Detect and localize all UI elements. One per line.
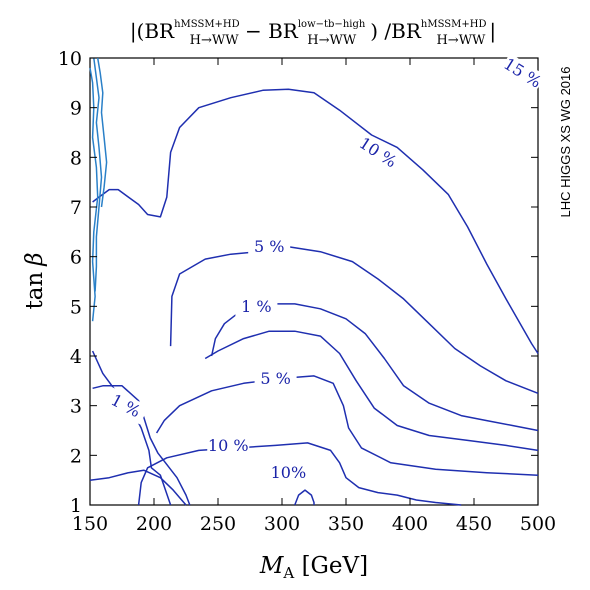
- y-axis-label-greek: β: [22, 252, 48, 266]
- contour-label-bg-5: [102, 386, 150, 425]
- contour-label-1: 10 %: [356, 133, 400, 171]
- y-tick-label-1: 2: [70, 445, 82, 467]
- contour-line-8: [92, 385, 191, 506]
- y-axis-ticks: 1 2 3 4 5 6 7 8 9 10: [58, 48, 538, 517]
- x-tick-label-7: 500: [520, 513, 556, 535]
- y-tick-label-0: 1: [70, 495, 82, 517]
- contour-label-bg-3: [235, 296, 278, 317]
- chart-title: |(BRhMSSM+HD H→WW − BRlow−tb−high H→WW) /B…: [130, 19, 496, 48]
- x-tick-label-5: 400: [392, 513, 428, 535]
- x-axis-label-unit: [GeV]: [294, 553, 368, 579]
- y-tick-label-6: 7: [70, 197, 82, 219]
- contour-label-bg-7: [267, 462, 310, 483]
- contour-label-bg-1: [354, 132, 402, 173]
- contour-line-12: [93, 57, 103, 292]
- contour-label-bg-6: [207, 435, 250, 456]
- title-sub-2: H→WW: [307, 33, 357, 48]
- y-tick-label-3: 4: [70, 346, 82, 368]
- contour-label-6: 10 %: [208, 436, 249, 455]
- contour-line-6: [137, 442, 462, 506]
- y-tick-label-2: 3: [70, 396, 82, 418]
- x-axis-label: MA [GeV]: [259, 553, 368, 582]
- y-tick-label-7: 8: [70, 147, 82, 169]
- x-tick-label-0: 150: [72, 513, 108, 535]
- title-close: |: [489, 19, 496, 44]
- x-tick-label-2: 250: [200, 513, 236, 535]
- contour-line-5: [155, 375, 539, 476]
- title-minus: − BR: [239, 19, 299, 43]
- watermark: LHC HIGGS XS WG 2016: [558, 67, 573, 218]
- contour-line-11: [89, 67, 99, 322]
- y-tick-label-4: 5: [70, 296, 82, 318]
- title-sup-1: hMSSM+HD: [174, 19, 240, 30]
- contour-label-2: 5 %: [254, 237, 284, 256]
- x-tick-label-1: 200: [136, 513, 172, 535]
- y-tick-label-9: 10: [58, 48, 82, 70]
- contour-label-3: 1 %: [241, 297, 271, 316]
- contour-label-bg-2: [248, 236, 291, 257]
- title-open: |(BR: [130, 19, 175, 44]
- contour-line-4: [204, 330, 539, 452]
- y-tick-label-8: 9: [70, 98, 82, 120]
- contour-line-1: [92, 88, 539, 354]
- x-tick-label-3: 300: [264, 513, 300, 535]
- contour-label-7: 10%: [271, 463, 307, 482]
- contour-line-7: [91, 350, 172, 506]
- contour-line-13: [96, 57, 108, 208]
- y-tick-label-5: 6: [70, 247, 82, 269]
- title-mid: ) /BR: [370, 19, 422, 43]
- contour-labels: 15 %10 %5 %1 %5 %1 %10 %10%: [102, 53, 546, 483]
- contour-line-3: [210, 303, 539, 432]
- contour-line-10: [294, 489, 315, 506]
- x-tick-label-6: 450: [456, 513, 492, 535]
- contour-label-bg-4: [254, 368, 297, 389]
- contour-lines: [89, 57, 539, 506]
- y-axis-label-main: tan: [22, 272, 48, 310]
- title-sub-1: H→WW: [190, 33, 240, 48]
- x-axis-label-sub: A: [282, 564, 294, 582]
- contour-line-9: [89, 469, 187, 506]
- x-axis-ticks: 150 200 250 300 350 400 450 500: [72, 58, 556, 535]
- y-axis-label: tan β: [22, 252, 48, 309]
- plot-frame: [89, 57, 539, 506]
- contour-label-bg-0: [499, 53, 546, 93]
- contour-label-4: 5 %: [260, 369, 290, 388]
- title-sub-3: H→WW: [436, 33, 486, 48]
- title-sup-3: hMSSM+HD: [421, 19, 487, 30]
- title-sup-2: low−tb−high: [298, 19, 366, 30]
- contour-line-2: [169, 245, 539, 394]
- x-tick-label-4: 350: [328, 513, 364, 535]
- x-axis-label-main: M: [259, 553, 285, 579]
